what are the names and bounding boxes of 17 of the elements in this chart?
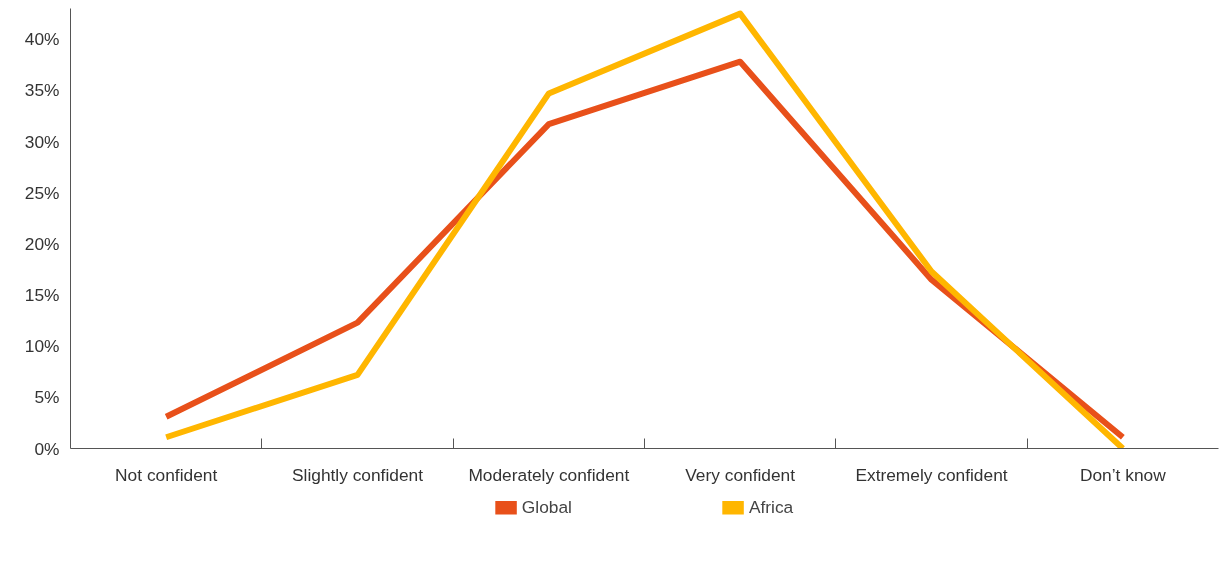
x-tick-label: Don’t know — [1079, 464, 1167, 485]
y-tick-label: 15% — [24, 285, 60, 306]
y-tick-label: 40% — [24, 29, 60, 50]
y-tick-label: 25% — [24, 182, 60, 203]
x-tick-label: Very confident — [685, 464, 796, 485]
x-tick-label: Slightly confident — [292, 464, 424, 485]
y-tick-label: 10% — [24, 336, 60, 357]
x-tick-label: Moderately confident — [468, 464, 630, 485]
legend-label: Global — [521, 496, 572, 518]
legend-label: Africa — [748, 496, 794, 518]
y-tick-label: 5% — [34, 387, 60, 408]
y-tick-label: 0% — [34, 438, 60, 459]
y-tick-label: 30% — [24, 131, 60, 152]
y-tick-label: 20% — [24, 233, 60, 254]
y-tick-label: 35% — [24, 80, 60, 101]
x-tick-label: Extremely confident — [855, 464, 1008, 485]
x-tick-label: Not confident — [115, 464, 218, 485]
